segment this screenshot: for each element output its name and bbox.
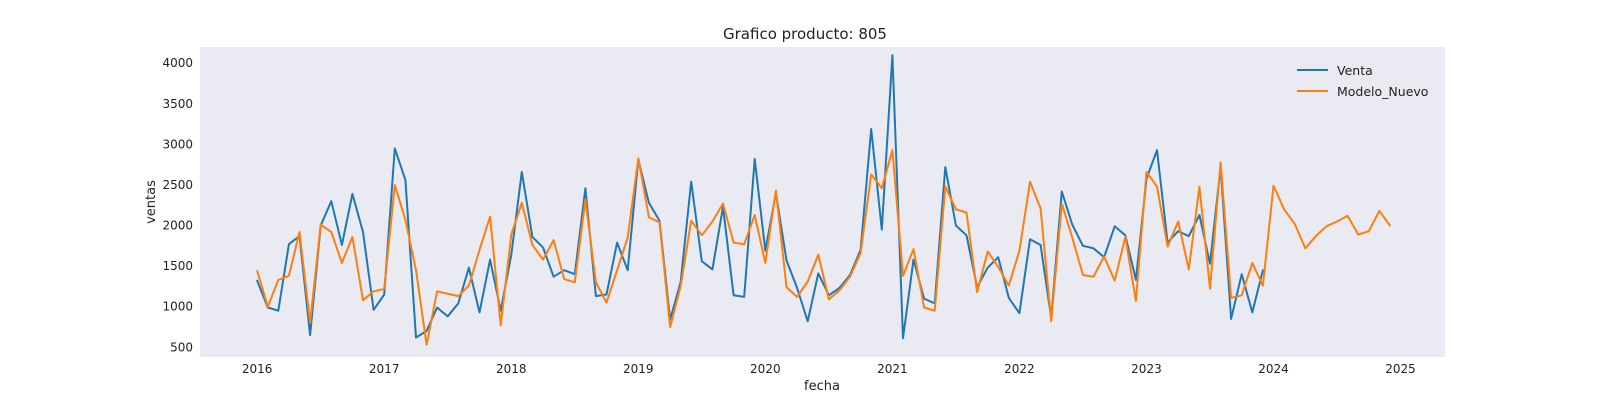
x-tick-label: 2016 <box>242 362 273 376</box>
legend-label: Venta <box>1337 63 1373 78</box>
y-tick-label: 2500 <box>162 178 193 192</box>
x-tick-label: 2024 <box>1258 362 1289 376</box>
x-tick-label: 2022 <box>1004 362 1035 376</box>
x-tick-label: 2017 <box>369 362 400 376</box>
y-axis-label: ventas <box>144 180 159 224</box>
y-tick-label: 3000 <box>162 137 193 151</box>
x-tick-label: 2025 <box>1385 362 1416 376</box>
x-axis-label: fecha <box>804 379 840 394</box>
y-tick-label: 2000 <box>162 219 193 233</box>
legend: Venta Modelo_Nuevo <box>1297 63 1428 99</box>
series-line-modelo-nuevo <box>256 149 1391 346</box>
x-tick-label: 2020 <box>750 362 781 376</box>
series-layer <box>256 54 1391 346</box>
x-tick-label: 2023 <box>1131 362 1162 376</box>
y-tick-label: 3500 <box>162 97 193 111</box>
y-tick-label: 4000 <box>162 56 193 70</box>
y-tick-label: 1000 <box>162 300 193 314</box>
y-tick-label: 1500 <box>162 259 193 273</box>
x-tick-label: 2018 <box>496 362 527 376</box>
chart-title: Grafico producto: 805 <box>723 25 887 43</box>
x-axis-ticks: 2016 2017 2018 2019 2020 2021 2022 2023 2024 2025 <box>242 362 1416 376</box>
x-tick-label: 2021 <box>877 362 908 376</box>
plot-area <box>200 47 1445 357</box>
legend-label: Modelo_Nuevo <box>1337 84 1428 99</box>
x-tick-label: 2019 <box>623 362 654 376</box>
y-tick-label: 500 <box>170 340 193 354</box>
y-axis-ticks: 500 1000 1500 2000 2500 3000 3500 4000 <box>162 56 193 354</box>
